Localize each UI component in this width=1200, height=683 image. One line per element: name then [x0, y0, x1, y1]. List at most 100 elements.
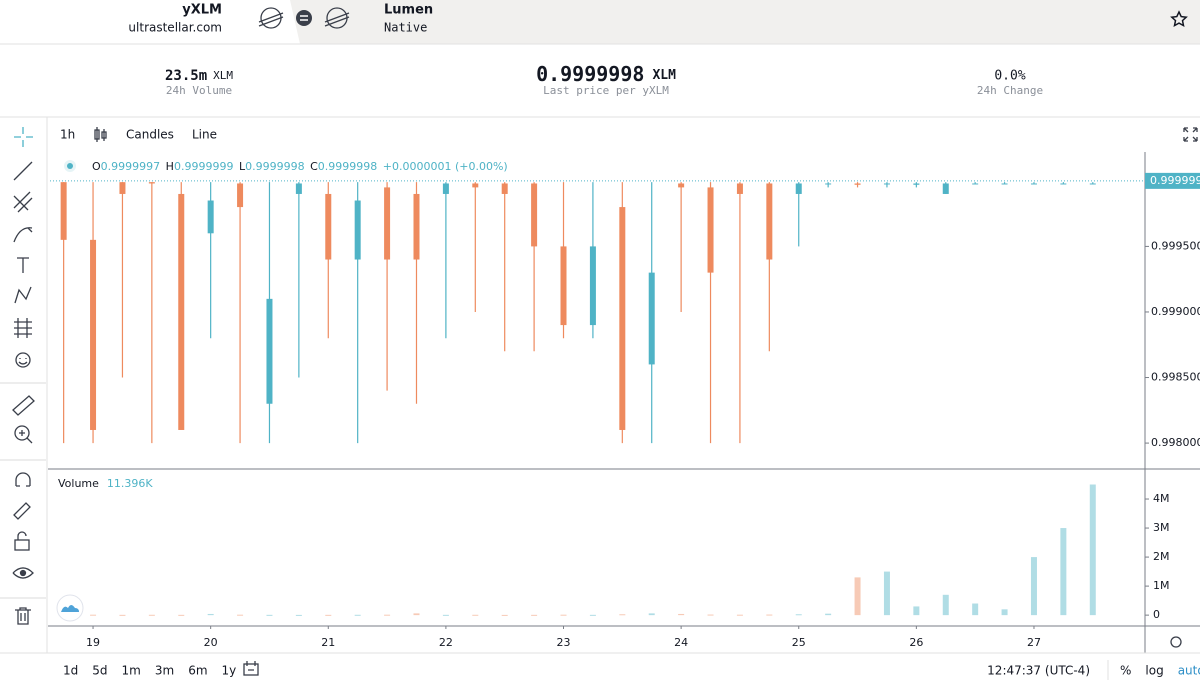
price-tick-label: 0.9990000 [1151, 305, 1200, 318]
volume-bar [560, 614, 567, 616]
stat-label: Last price per yXLM [543, 84, 669, 97]
fullscreen-button[interactable] [1183, 127, 1198, 142]
scale-option[interactable]: log [1145, 664, 1163, 678]
settings-button[interactable] [1170, 636, 1182, 648]
volume-bar [678, 613, 685, 616]
last-price-tag [1145, 172, 1200, 189]
volume-bar [207, 613, 214, 616]
last-price-label: 0.9999998 [1150, 174, 1200, 187]
time-tick-label: 20 [204, 636, 218, 649]
ohlc-value: 0.9999998 [245, 160, 305, 173]
favorite-star[interactable] [1170, 10, 1188, 28]
lock-tool[interactable] [14, 539, 30, 551]
range-button[interactable]: 6m [188, 664, 207, 678]
range-button[interactable]: 1m [122, 664, 141, 678]
candle-body [1030, 183, 1037, 185]
volume-bar [766, 614, 773, 616]
clock: 12:47:37 (UTC-4) [987, 664, 1090, 678]
candle-body [266, 298, 273, 404]
scale-option[interactable]: % [1120, 664, 1131, 678]
volume-bar [90, 614, 97, 616]
stat-unit: XLM [213, 69, 233, 82]
interval-button[interactable]: 1h [60, 128, 75, 142]
price-tick-label: 0.9985000 [1151, 371, 1200, 384]
volume-bar [295, 614, 302, 616]
volume-tick-label: 3M [1153, 521, 1170, 534]
candle-body [619, 207, 626, 430]
candle-body [325, 193, 332, 260]
volume-bar [472, 614, 479, 616]
measure-tool[interactable] [12, 395, 35, 416]
visibility-tool[interactable] [12, 567, 34, 579]
candle-body [148, 182, 155, 184]
volume-legend: Volume 11.396K [58, 477, 153, 490]
brush-tool[interactable] [13, 227, 33, 243]
volume-tick-label: 4M [1153, 492, 1170, 505]
volume-bar [825, 613, 832, 616]
magnet-tool[interactable] [15, 472, 31, 487]
volume-bar [442, 614, 449, 616]
volume-tick-label: 0 [1153, 608, 1160, 621]
time-tick-label: 22 [439, 636, 453, 649]
candle-body [560, 246, 567, 326]
range-button[interactable]: 1d [63, 664, 78, 678]
candle-body [766, 183, 773, 260]
fib-tool[interactable] [13, 191, 33, 213]
volume-tick-label: 1M [1153, 579, 1170, 592]
candle-body [472, 183, 479, 188]
volume-bar [736, 614, 743, 616]
candle-body [972, 183, 979, 185]
trendline-tool[interactable] [13, 161, 33, 181]
asset-domain[interactable]: ultrastellar.com [128, 21, 222, 35]
candle-body [501, 183, 508, 194]
range-button[interactable]: 1y [222, 664, 237, 678]
date-range-icon[interactable] [243, 661, 259, 676]
lock-tool-shackle [17, 531, 27, 540]
icon-tool-face [18, 358, 28, 365]
range-button[interactable]: 5d [92, 664, 107, 678]
time-tick-label: 23 [557, 636, 571, 649]
stat-value: 0.9999998 [536, 62, 644, 86]
ohlc-change: +0.0000001 (+0.00%) [383, 160, 508, 173]
range-button[interactable]: 3m [155, 664, 174, 678]
candle-body [795, 183, 802, 194]
candle-body [295, 183, 302, 194]
stat-label: 24h Volume [166, 84, 232, 97]
time-tick-label: 19 [86, 636, 100, 649]
volume-bar [266, 614, 273, 616]
candle-body [178, 193, 185, 430]
volume-bar [178, 614, 185, 616]
chart-style-button[interactable]: Candles [126, 128, 174, 142]
chart-style-button[interactable]: Line [192, 128, 217, 142]
crosshair-tool[interactable] [14, 127, 33, 147]
volume-bar [1001, 609, 1008, 616]
tv-logo-cloud [61, 605, 79, 612]
candle-body [354, 200, 361, 260]
price-tick-label: 0.9980000 [1151, 436, 1200, 449]
volume-bar [1030, 557, 1037, 616]
legend-dot[interactable] [67, 163, 73, 169]
ohlc-key: O [92, 160, 101, 173]
ohlc-key: L [239, 160, 246, 173]
pattern-tool[interactable] [14, 286, 32, 304]
volume-bar [1060, 528, 1067, 616]
zoom-tool[interactable] [14, 425, 30, 441]
icon-tool[interactable] [15, 352, 31, 368]
text-tool[interactable] [17, 257, 29, 273]
candle-body [207, 200, 214, 234]
candle-body [678, 183, 685, 188]
candle-style-icon[interactable] [94, 127, 107, 142]
lock-drawing-tool[interactable] [13, 502, 31, 520]
swap-icon[interactable] [296, 10, 312, 26]
counter-code: Lumen [384, 3, 433, 18]
ohlc-value: 0.9999998 [318, 160, 378, 173]
volume-bar [942, 594, 949, 616]
prediction-tool[interactable] [14, 318, 32, 338]
stat-change: 0.0% [994, 69, 1025, 84]
stat-label: 24h Change [977, 84, 1043, 97]
candle-body [60, 182, 67, 240]
scale-option[interactable]: auto [1178, 664, 1200, 678]
candle-body [589, 246, 596, 326]
delete-tool[interactable] [15, 607, 31, 625]
